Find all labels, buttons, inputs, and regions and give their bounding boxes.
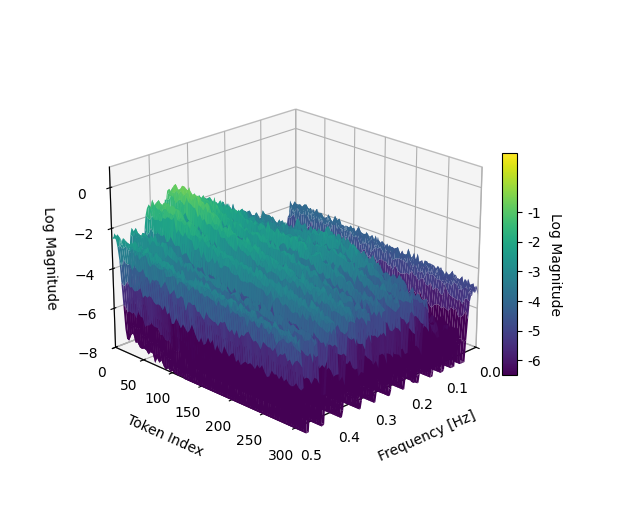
Y-axis label: Token Index: Token Index [125,413,205,460]
Y-axis label: Log Magnitude: Log Magnitude [548,213,562,315]
X-axis label: Frequency [Hz]: Frequency [Hz] [376,408,477,464]
